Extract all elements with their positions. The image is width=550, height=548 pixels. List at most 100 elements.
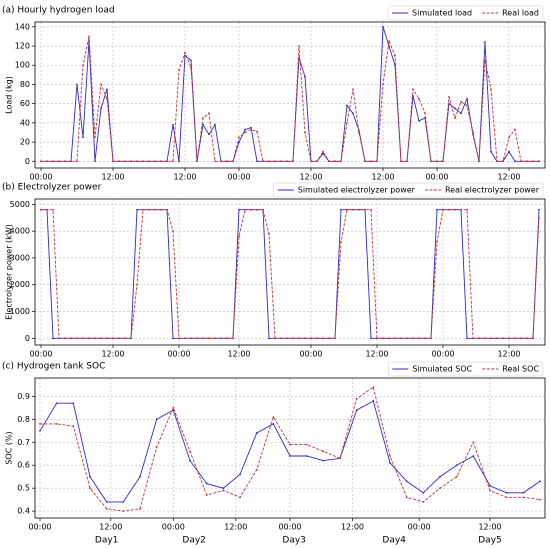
series-marker bbox=[222, 487, 225, 490]
series-marker bbox=[358, 131, 360, 134]
series-marker bbox=[88, 35, 90, 38]
y-tick-label: 20 bbox=[20, 138, 30, 147]
series-marker bbox=[539, 498, 541, 501]
series-marker bbox=[489, 484, 491, 487]
panel-title: (c) Hydrogen tank SOC bbox=[2, 362, 105, 372]
series-marker bbox=[424, 337, 426, 340]
x-tick-label: 00:00 bbox=[167, 350, 190, 359]
series-marker bbox=[532, 160, 534, 163]
series-marker bbox=[255, 468, 258, 471]
series-marker bbox=[130, 160, 132, 163]
series-marker bbox=[355, 397, 358, 400]
series-marker bbox=[370, 208, 372, 211]
legend: Simulated electrolyzer power Real electro… bbox=[273, 182, 544, 198]
series-marker bbox=[508, 337, 510, 340]
series-marker bbox=[478, 160, 480, 163]
series-marker bbox=[538, 208, 540, 211]
series-marker bbox=[250, 126, 252, 129]
legend-box bbox=[273, 182, 544, 198]
series-marker bbox=[136, 283, 138, 286]
series-marker bbox=[382, 25, 384, 28]
series-marker bbox=[505, 496, 508, 499]
series-marker bbox=[502, 337, 504, 340]
series-marker bbox=[118, 160, 120, 163]
series-marker bbox=[154, 160, 156, 163]
series-marker bbox=[460, 100, 462, 103]
series-marker bbox=[460, 208, 462, 211]
series-marker bbox=[418, 337, 420, 340]
series-marker bbox=[238, 136, 240, 139]
series-marker bbox=[262, 160, 264, 163]
series-marker bbox=[455, 464, 458, 467]
series-marker bbox=[46, 160, 48, 163]
series-line bbox=[41, 209, 540, 339]
series-marker bbox=[239, 473, 241, 476]
series-marker bbox=[82, 64, 84, 67]
series-marker bbox=[189, 459, 191, 462]
x-tick-label: 00:00 bbox=[278, 523, 301, 532]
series-marker bbox=[478, 337, 480, 340]
series-marker bbox=[346, 121, 348, 124]
series-marker bbox=[418, 97, 420, 100]
series-marker bbox=[256, 130, 258, 133]
series-marker bbox=[160, 208, 162, 211]
series-marker bbox=[262, 208, 264, 211]
series-marker bbox=[418, 120, 420, 122]
series-marker bbox=[148, 160, 150, 163]
series-line bbox=[40, 386, 541, 512]
series-marker bbox=[118, 337, 120, 340]
plot-frame bbox=[34, 21, 546, 169]
series-marker bbox=[202, 117, 204, 119]
series-marker bbox=[422, 491, 425, 494]
series-marker bbox=[274, 160, 276, 163]
series-marker bbox=[430, 160, 432, 163]
series-marker bbox=[298, 337, 300, 340]
series-marker bbox=[82, 337, 84, 340]
series-marker bbox=[382, 83, 384, 86]
series-marker bbox=[89, 475, 91, 478]
series-marker bbox=[298, 45, 300, 47]
legend-label: Real SOC bbox=[502, 365, 539, 374]
series-marker bbox=[490, 337, 492, 340]
series-marker bbox=[142, 208, 144, 211]
series-marker bbox=[394, 54, 396, 57]
series-marker bbox=[340, 208, 342, 211]
series-marker bbox=[454, 208, 456, 211]
series-marker bbox=[226, 337, 228, 340]
x-tick-label: 12:00 bbox=[173, 173, 196, 182]
series-marker bbox=[466, 104, 468, 107]
series-marker bbox=[112, 160, 114, 163]
series-marker bbox=[289, 443, 291, 446]
y-tick-label: 0 bbox=[25, 157, 30, 166]
series-marker bbox=[178, 160, 180, 163]
series-marker bbox=[304, 131, 306, 134]
series-marker bbox=[406, 337, 408, 340]
series-marker bbox=[100, 337, 102, 340]
series-marker bbox=[340, 160, 342, 163]
series-marker bbox=[94, 160, 96, 163]
series-marker bbox=[72, 425, 75, 428]
series-marker bbox=[256, 208, 258, 211]
series-marker bbox=[172, 337, 174, 340]
series-marker bbox=[184, 51, 186, 54]
series-marker bbox=[208, 133, 210, 136]
series-marker bbox=[346, 208, 348, 211]
series-marker bbox=[268, 160, 270, 163]
x-tick-label: 12:00 bbox=[299, 173, 322, 182]
series-marker bbox=[436, 240, 438, 243]
series-marker bbox=[136, 160, 138, 163]
series-marker bbox=[40, 160, 42, 163]
plot-frame bbox=[34, 377, 546, 519]
series-marker bbox=[346, 104, 348, 107]
series-marker bbox=[94, 136, 96, 139]
y-tick-label: 0.6 bbox=[17, 461, 30, 470]
series-marker bbox=[436, 160, 438, 163]
series-marker bbox=[484, 337, 486, 340]
series-marker bbox=[52, 337, 54, 340]
day-label: Day4 bbox=[382, 536, 406, 546]
series-marker bbox=[124, 337, 126, 340]
x-tick-label: 00:00 bbox=[299, 350, 322, 359]
series-marker bbox=[489, 489, 491, 492]
legend-label: Simulated electrolyzer power bbox=[298, 186, 416, 195]
